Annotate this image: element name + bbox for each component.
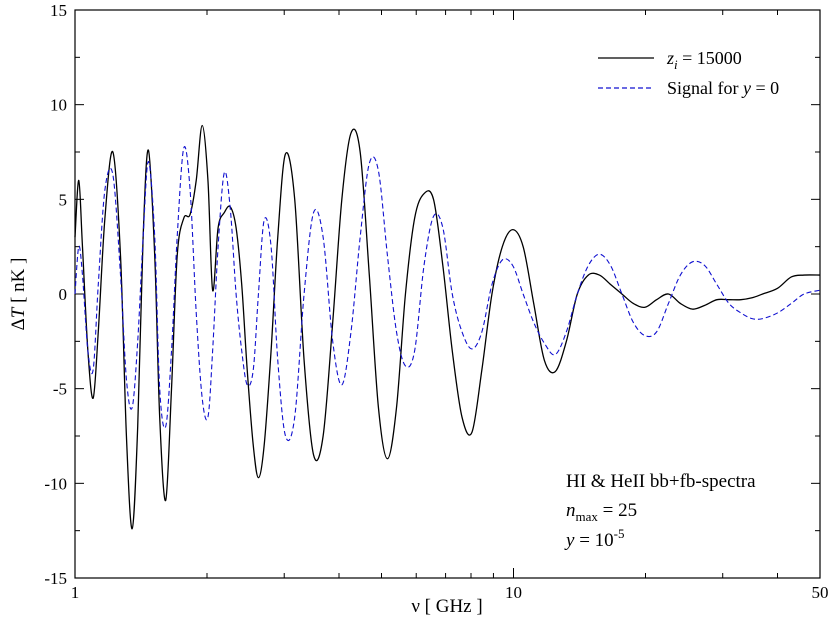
y-tick-label: -10 (44, 474, 67, 493)
annotation-line-3-var: y (564, 530, 575, 551)
y-axis-title-var: T (8, 306, 29, 318)
annotation-line-3: y = 10-5 (564, 526, 625, 551)
annotation-line-2-rest: = 25 (598, 500, 637, 521)
annotation: HI & HeII bb+fb-spectra nmax = 25 y = 10… (564, 471, 756, 551)
annotation-line-2-var: n (566, 500, 576, 521)
y-tick-label: 15 (50, 1, 67, 20)
legend-label-zi: zi = 15000 (666, 48, 742, 72)
x-axis-title: ν [ GHz ] (411, 596, 482, 617)
x-tick-label: 10 (505, 583, 522, 602)
y-axis-title-delta: Δ (8, 318, 29, 330)
legend-label-zi-var: z (666, 48, 674, 68)
x-tick-label: 1 (71, 583, 80, 602)
legend-label-y0-var: y (741, 78, 751, 98)
annotation-line-2: nmax = 25 (566, 500, 637, 524)
legend-label-zi-sub: i (674, 57, 678, 72)
annotation-line-3-sup: -5 (614, 526, 625, 541)
y-tick-label: -5 (53, 380, 67, 399)
legend-label-y0-rest: = 0 (751, 78, 779, 98)
annotation-line-1: HI & HeII bb+fb-spectra (566, 471, 756, 492)
y-tick-label: -15 (44, 569, 67, 588)
y-tick-label: 5 (59, 190, 68, 209)
legend-label-y0-prefix: Signal for (667, 78, 743, 98)
series-layer (74, 124, 821, 530)
series-line-y0 (74, 146, 821, 441)
x-tick-label: 50 (812, 583, 829, 602)
y-tick-label: 0 (59, 285, 68, 304)
annotation-line-3-mid: = 10 (574, 530, 613, 551)
legend-label-y0: Signal for y = 0 (667, 78, 779, 98)
y-axis-title: ΔT [ nK ] (8, 258, 29, 331)
legend: zi = 15000 Signal for y = 0 (598, 48, 779, 98)
legend-label-zi-rest: = 15000 (678, 48, 742, 68)
series-line-zi (74, 124, 821, 530)
y-tick-label: 10 (50, 96, 67, 115)
annotation-line-2-sub: max (576, 509, 599, 524)
y-axis-title-rest: [ nK ] (8, 258, 29, 308)
